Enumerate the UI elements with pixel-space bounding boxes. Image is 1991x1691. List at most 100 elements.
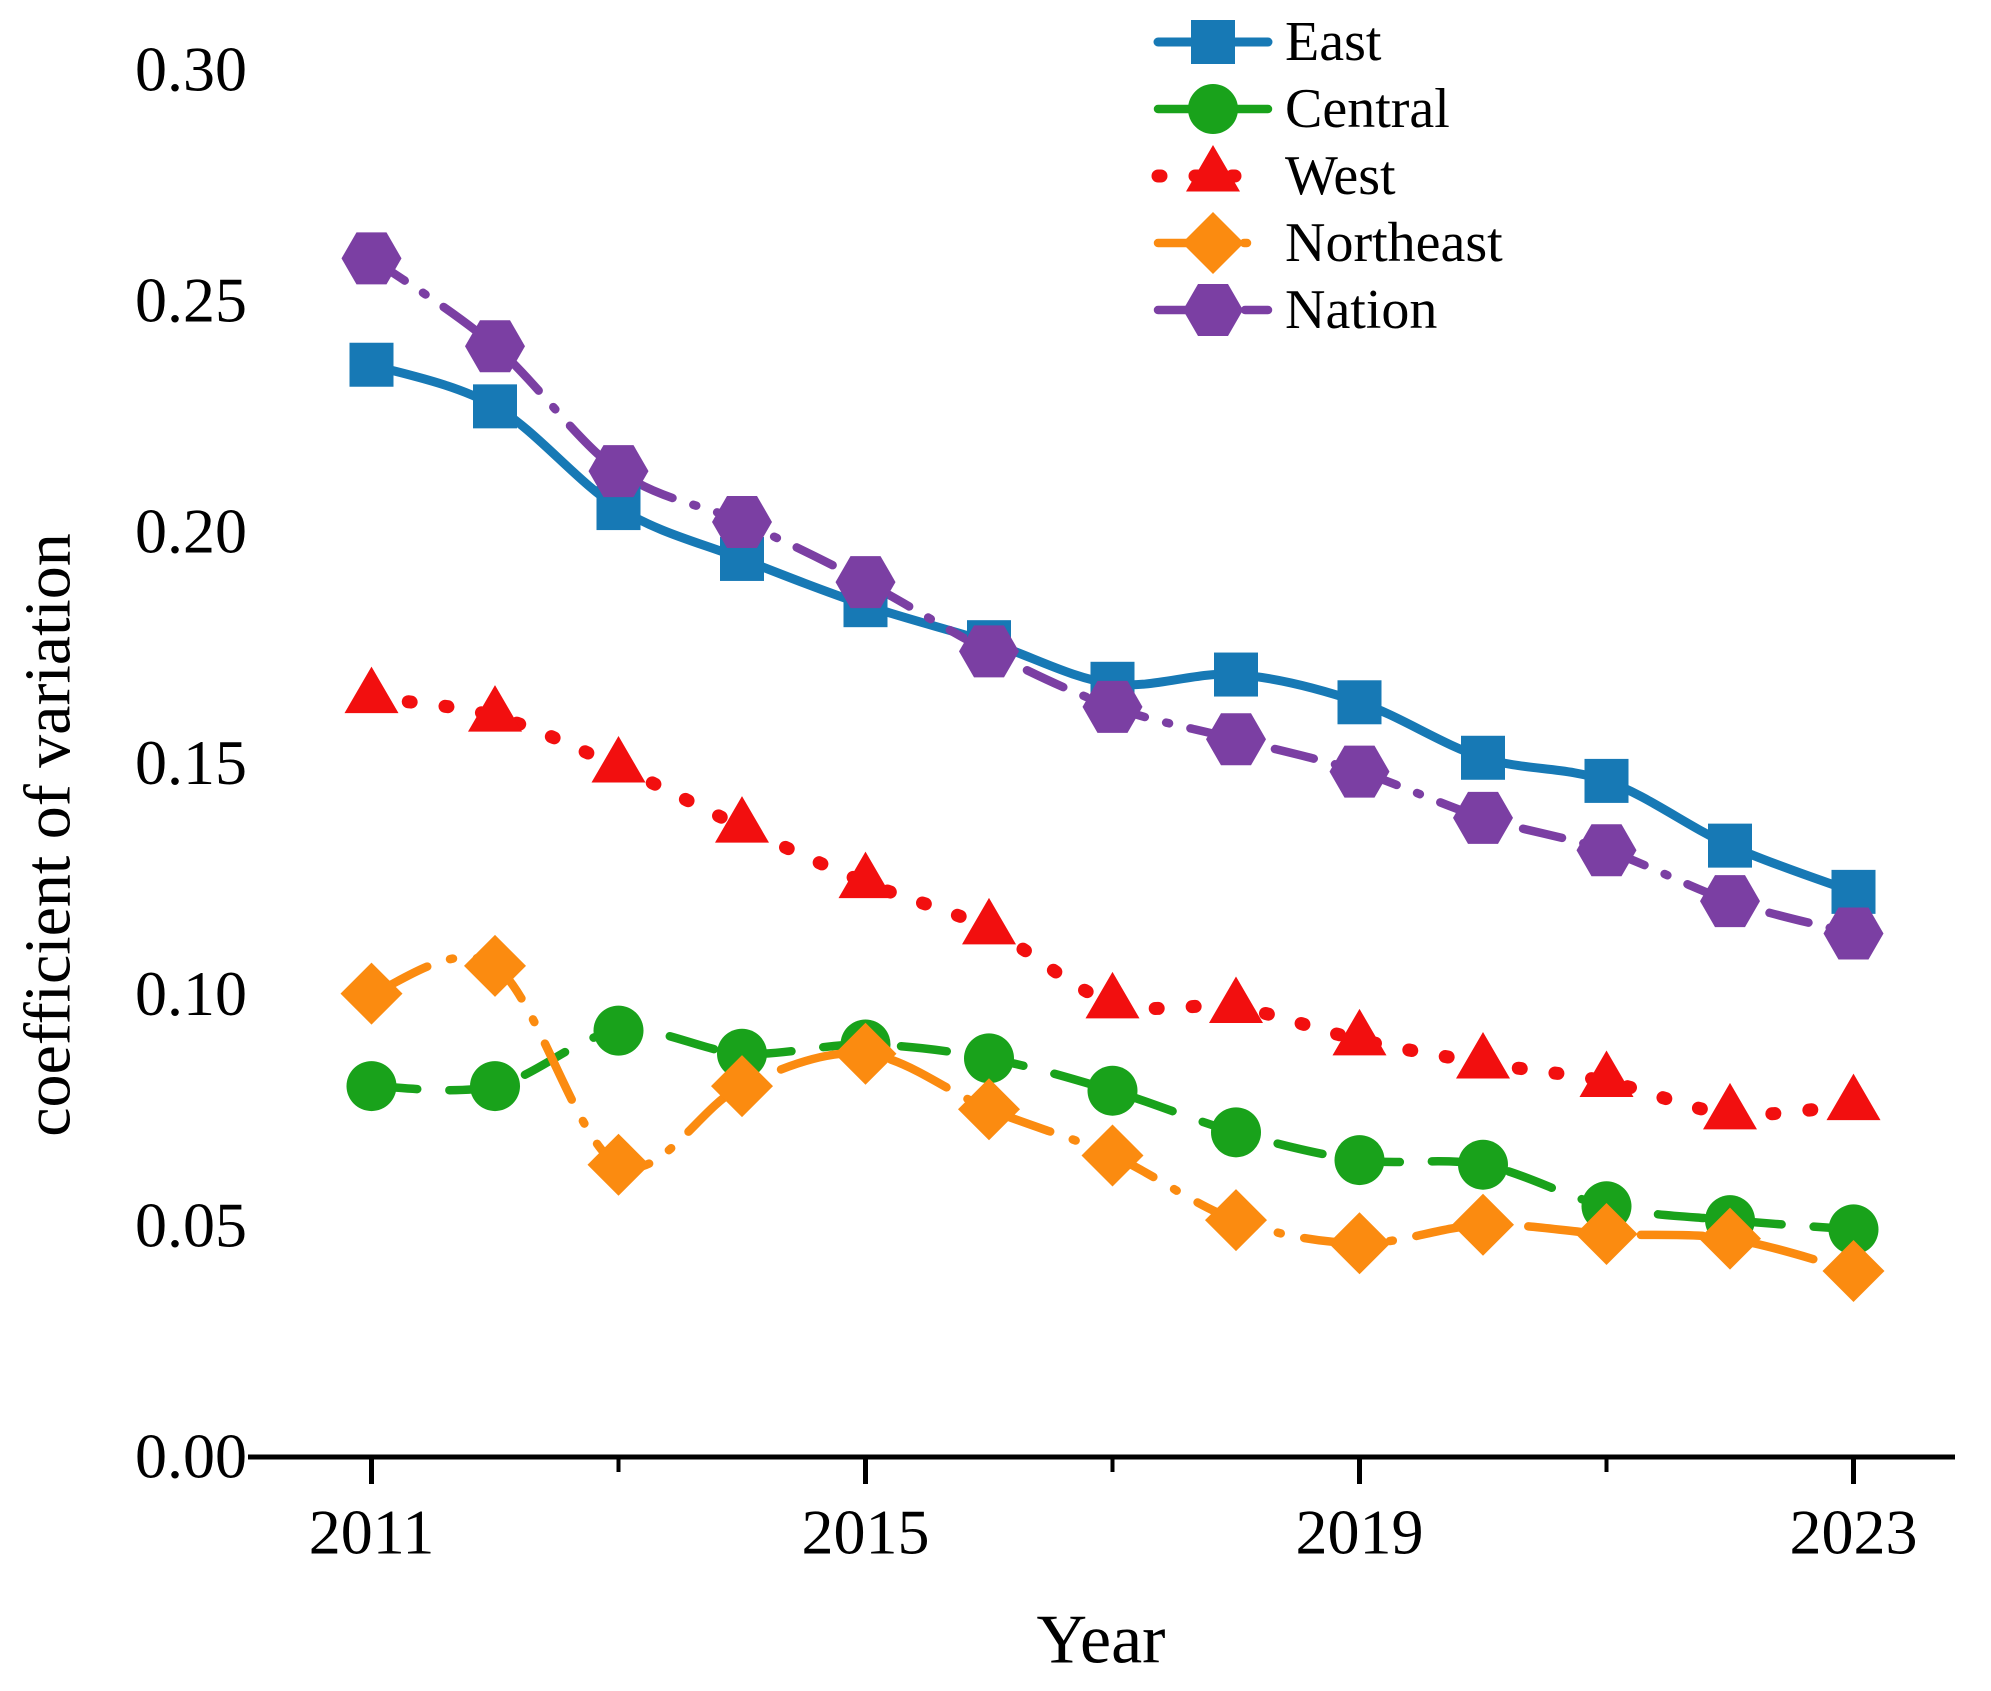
- marker-hexagon: [465, 320, 525, 373]
- legend-item-central: Central: [1153, 78, 1450, 140]
- marker-hexagon: [1700, 875, 1760, 928]
- marker-hexagon: [835, 556, 896, 609]
- marker-triangle-up: [1579, 1050, 1634, 1097]
- marker-diamond: [464, 934, 526, 997]
- legend-label: West: [1285, 145, 1396, 207]
- legend-marker-triangle-up: [1186, 145, 1240, 192]
- marker-square: [349, 342, 394, 387]
- marker-hexagon: [1082, 680, 1143, 733]
- marker-diamond: [1575, 1203, 1638, 1266]
- marker-hexagon: [1453, 791, 1513, 844]
- y-axis: 0.00 0.05 0.10 0.15 0.20 0.25 0.30: [135, 33, 247, 1491]
- marker-circle: [1087, 1065, 1138, 1116]
- marker-square: [1584, 758, 1629, 803]
- marker-hexagon: [341, 232, 402, 285]
- marker-diamond: [711, 1055, 773, 1118]
- series-lines: [365, 254, 1860, 1276]
- marker-circle: [1334, 1135, 1385, 1186]
- marker-diamond: [1822, 1240, 1885, 1303]
- x-tick-label: 2023: [1790, 1497, 1918, 1568]
- marker-diamond: [587, 1133, 650, 1196]
- legend-label: Central: [1285, 78, 1450, 140]
- marker-hexagon: [959, 625, 1019, 678]
- x-tick-label: 2015: [802, 1497, 930, 1568]
- legend-marker-circle: [1188, 84, 1238, 134]
- x-tick-label: 2019: [1296, 1497, 1424, 1568]
- y-tick-label: 0.15: [135, 727, 247, 798]
- marker-circle: [1458, 1139, 1508, 1190]
- marker-diamond: [834, 1022, 897, 1085]
- legend-item-west: West: [1151, 145, 1396, 207]
- legend-marker-square: [1191, 20, 1235, 64]
- marker-circle: [470, 1061, 520, 1112]
- x-axis: 2011 2015 2019 2023: [248, 1454, 1955, 1568]
- legend-item-nation: Nation: [1153, 279, 1437, 341]
- marker-diamond: [1081, 1124, 1144, 1187]
- marker-diamond: [340, 962, 403, 1025]
- marker-square: [1214, 652, 1258, 697]
- marker-circle: [1828, 1204, 1879, 1255]
- legend-label: East: [1285, 11, 1382, 73]
- marker-hexagon: [712, 495, 772, 548]
- y-tick-label: 0.30: [135, 33, 247, 104]
- marker-diamond: [1699, 1207, 1761, 1270]
- marker-circle: [593, 1005, 644, 1056]
- marker-triangle-up: [962, 897, 1016, 945]
- marker-triangle-up: [1085, 971, 1140, 1019]
- marker-square: [1337, 680, 1382, 725]
- marker-circle: [964, 1033, 1014, 1084]
- marker-hexagon: [1576, 824, 1637, 877]
- y-tick-label: 0.20: [135, 496, 247, 567]
- series-markers: [340, 232, 1885, 1303]
- marker-circle: [717, 1028, 767, 1079]
- legend-marker-diamond: [1182, 212, 1244, 274]
- marker-diamond: [1452, 1193, 1514, 1256]
- legend-label: Northeast: [1285, 212, 1503, 274]
- y-tick-label: 0.25: [135, 265, 247, 336]
- y-tick-label: 0.05: [135, 1189, 247, 1260]
- y-tick-label: 0.10: [135, 958, 247, 1029]
- x-axis-title: Year: [1037, 1602, 1166, 1679]
- series-line-west: [365, 691, 1860, 1122]
- marker-triangle-up: [838, 851, 893, 899]
- series-markers-west: [344, 666, 1881, 1130]
- marker-hexagon: [588, 445, 649, 498]
- marker-triangle-up: [1209, 976, 1263, 1023]
- marker-triangle-up: [715, 796, 769, 843]
- y-tick-label: 0.00: [135, 1421, 247, 1492]
- marker-circle: [1211, 1107, 1261, 1158]
- marker-diamond: [958, 1078, 1020, 1141]
- marker-triangle-up: [1456, 1031, 1510, 1079]
- series-markers-east: [349, 342, 1876, 914]
- marker-diamond: [1205, 1189, 1267, 1252]
- series-markers-nation: [341, 232, 1884, 960]
- marker-diamond: [1328, 1212, 1391, 1275]
- legend-item-east: East: [1153, 11, 1382, 73]
- x-tick-label: 2011: [309, 1497, 435, 1568]
- marker-triangle-up: [591, 736, 646, 783]
- marker-hexagon: [1206, 713, 1266, 766]
- marker-square: [1708, 823, 1752, 868]
- marker-triangle-up: [1703, 1082, 1757, 1130]
- marker-hexagon: [1823, 907, 1884, 960]
- series-markers-northeast: [340, 934, 1885, 1303]
- series-line-northeast: [367, 953, 1858, 1276]
- series-line-nation: [367, 254, 1858, 938]
- legend-label: Nation: [1285, 279, 1437, 341]
- marker-triangle-up: [344, 666, 399, 714]
- marker-triangle-up: [468, 685, 522, 732]
- marker-square: [1461, 735, 1505, 780]
- legend-marker-hexagon: [1183, 284, 1243, 336]
- y-axis-title: coefficient of variation: [12, 533, 85, 1137]
- marker-triangle-up: [1826, 1073, 1881, 1121]
- marker-triangle-up: [1332, 1008, 1387, 1056]
- marker-square: [473, 384, 517, 429]
- series-line-east: [367, 360, 1858, 897]
- marker-hexagon: [1329, 745, 1390, 798]
- marker-square: [1831, 869, 1876, 914]
- marker-circle: [346, 1061, 397, 1112]
- legend-item-northeast: Northeast: [1153, 212, 1503, 274]
